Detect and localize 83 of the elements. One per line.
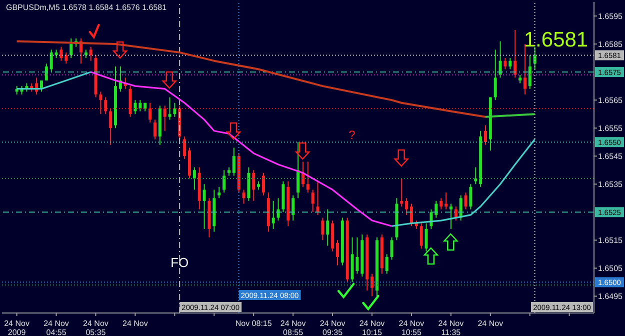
candlestick (232, 147, 236, 176)
y-tick-label: 1.6505 (598, 264, 624, 274)
candlestick (272, 200, 275, 230)
candlestick (321, 217, 324, 241)
candlestick (296, 142, 300, 199)
x-tick-label: 24 Nov 09:35 (320, 319, 346, 336)
candlestick (192, 166, 196, 190)
line-series (16, 40, 486, 118)
candlestick (218, 186, 221, 199)
x-tick-label: Nov 08:15 (235, 319, 272, 328)
candlestick (70, 38, 73, 59)
candlestick (528, 54, 532, 90)
x-tick-label: 24 Nov (478, 319, 504, 328)
chart-title: GBPUSDm,M5 1.6578 1.6584 1.6576 1.6581 (6, 3, 168, 12)
candlestick (420, 222, 423, 250)
annotation: ? (348, 128, 356, 142)
candlestick (326, 208, 330, 246)
candlestick (104, 96, 108, 115)
candlestick (484, 124, 487, 146)
candlestick (494, 49, 497, 101)
x-tick-label: 24 Nov 08:55 (280, 319, 306, 336)
candlestick (523, 44, 526, 95)
y-tick-label: 1.6555 (598, 124, 624, 133)
y-tick-label: 1.6585 (598, 40, 624, 49)
candlestick (434, 200, 438, 218)
x-tick-label: 24 Nov 2009 (4, 319, 30, 336)
candlestick (50, 49, 53, 73)
candlestick (449, 203, 452, 230)
x-tick-label: 24 Nov 04:55 (44, 319, 69, 336)
candlestick (262, 172, 265, 196)
candlestick (306, 161, 310, 194)
x-tick-label: 24 Nov 10:55 (398, 319, 424, 336)
candlestick (183, 136, 186, 160)
candlestick (370, 273, 374, 297)
candlestick (148, 102, 152, 123)
candlestick (385, 254, 388, 274)
y-tick-label: 1.6535 (598, 180, 624, 189)
y-tick-label: 1.6545 (598, 152, 624, 161)
line-series (390, 138, 536, 227)
candlestick (252, 170, 256, 202)
candlestick (498, 40, 502, 78)
candlestick (242, 189, 246, 204)
candlestick (44, 63, 48, 81)
y-tick-label: 1.6595 (598, 12, 624, 21)
candlestick (109, 108, 112, 146)
candlestick (89, 46, 92, 62)
candlestick (153, 119, 156, 140)
candlestick (134, 100, 137, 115)
candlestick (292, 194, 295, 222)
x-tick-label: 24 Nov 10:15 (359, 319, 385, 336)
candlestick (508, 58, 512, 70)
line-series (90, 71, 393, 227)
candlestick (311, 189, 314, 213)
candlestick (316, 180, 320, 216)
candlestick (514, 30, 517, 78)
candlestick (138, 100, 142, 112)
candlestick (99, 91, 102, 115)
candlestick (410, 203, 413, 227)
x-tick-label: 24 Nov 11:35 (438, 319, 464, 336)
candlestick (469, 184, 472, 210)
candlestick (504, 58, 507, 70)
candlestick (222, 170, 226, 194)
candlestick (474, 166, 478, 185)
x-tick-label: 24 Nov 05:35 (83, 319, 108, 336)
candlestick (440, 198, 443, 210)
y-tick-label: 1.6495 (598, 292, 624, 302)
candlestick (202, 184, 206, 230)
candlestick (168, 96, 172, 120)
candlestick (64, 52, 68, 64)
candlestick (405, 198, 408, 216)
annotation: 1.6581 (524, 28, 588, 52)
candlestick (163, 105, 166, 132)
candlestick (60, 46, 63, 62)
candlestick (424, 222, 428, 252)
candlestick (336, 240, 339, 266)
candlestick (173, 102, 176, 118)
candlestick (444, 192, 448, 210)
x-tick-label: 24 Nov (122, 319, 148, 328)
candlestick (464, 192, 468, 210)
candlestick (390, 236, 394, 260)
y-tick-label: 1.6515 (598, 236, 624, 245)
y-tick-label: 1.6565 (598, 96, 624, 105)
annotation: FO (170, 255, 189, 270)
